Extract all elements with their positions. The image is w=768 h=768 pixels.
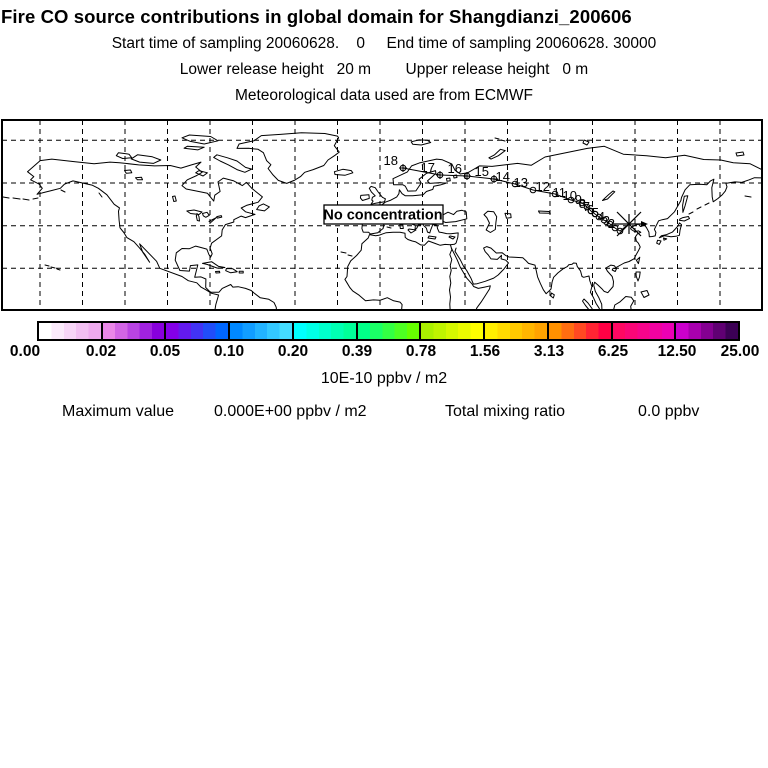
svg-text:13: 13	[514, 175, 528, 190]
max-value-label: Maximum value	[62, 403, 175, 420]
trajectory-marker	[587, 207, 595, 215]
map-frame	[1, 119, 763, 311]
figure-title: Fire CO source contributions in global d…	[1, 6, 632, 27]
coastline-arctic-islands	[115, 134, 270, 212]
svg-text:15: 15	[475, 164, 489, 179]
colorbar-segment	[291, 323, 356, 339]
colorbar-tick: 0.39	[341, 343, 373, 360]
svg-text:6: 6	[587, 202, 594, 217]
svg-text:17: 17	[421, 160, 435, 175]
coastline-americas	[27, 158, 278, 311]
coastline-asia	[450, 176, 763, 311]
world-map: 2 3 4 5 6 7 8 9 10 11 12 13 14 15 16 17 …	[1, 119, 763, 311]
receptor-star-icon	[612, 211, 648, 237]
svg-text:4: 4	[598, 209, 605, 224]
trajectory-marker	[551, 190, 559, 198]
svg-text:8: 8	[579, 196, 586, 211]
trajectory-marker	[529, 186, 537, 194]
coastline-greenland	[236, 132, 340, 184]
trajectory-marker	[583, 203, 591, 211]
colorbar-tick: 0.10	[213, 343, 245, 360]
colorbar-segment	[674, 323, 739, 339]
colorbar-tick: 0.00	[9, 343, 41, 360]
coastline-east-asia-islands	[611, 195, 690, 298]
colorbar-segment	[546, 323, 611, 339]
no-concentration-label: No concentration	[323, 208, 442, 224]
colorbar-segment	[228, 323, 292, 339]
trajectory-labels: 2 3 4 5 6 7 8 9 10 11 12 13 14 15 16 17 …	[384, 153, 615, 231]
coastline-europe-africa	[344, 145, 763, 311]
met-data-line: Meteorological data used are from ECMWF	[234, 87, 534, 104]
svg-text:10: 10	[563, 188, 577, 203]
svg-text:3: 3	[603, 213, 610, 228]
colorbar-tick: 0.02	[85, 343, 117, 360]
mixing-ratio-label: Total mixing ratio	[445, 403, 566, 420]
mixing-ratio-value: 0.0 ppbv	[638, 403, 700, 420]
no-concentration-annotation: No concentration	[323, 204, 444, 225]
svg-text:2: 2	[608, 216, 615, 231]
coastline-small-islands	[2, 137, 752, 271]
colorbar-tick: 12.50	[657, 343, 697, 360]
svg-text:16: 16	[448, 161, 462, 176]
lakes-and-seas	[124, 169, 616, 233]
colorbar-segment	[419, 323, 484, 339]
trajectory-marker	[567, 196, 575, 204]
svg-text:5: 5	[592, 205, 599, 220]
colorbar	[37, 321, 740, 341]
trajectory-cross-marks	[399, 164, 498, 183]
colorbar-tick: 0.20	[277, 343, 309, 360]
sampling-time-line: Start time of sampling 20060628. 0 End t…	[111, 35, 657, 52]
colorbar-tick: 0.78	[405, 343, 437, 360]
trajectory-marker	[600, 216, 608, 224]
colorbar-unit: 10E-10 ppbv / m2	[320, 370, 448, 387]
svg-text:7: 7	[583, 199, 590, 214]
svg-text:12: 12	[536, 179, 550, 194]
coastline-atlantic-islands	[333, 139, 506, 205]
colorbar-segment	[39, 323, 101, 339]
trajectory-marker	[511, 180, 519, 188]
colorbar-segment	[164, 323, 229, 339]
colorbar-tick: 25.00	[720, 343, 760, 360]
colorbar-tick: 6.25	[597, 343, 629, 360]
svg-text:11: 11	[553, 185, 567, 200]
trajectory-marker	[578, 199, 586, 207]
coastline-caribbean	[202, 261, 244, 274]
colorbar-tick: 0.05	[149, 343, 181, 360]
svg-text:9: 9	[575, 192, 582, 207]
colorbar-segment	[483, 323, 547, 339]
svg-text:14: 14	[496, 169, 510, 184]
colorbar-tick: 3.13	[533, 343, 565, 360]
svg-text:18: 18	[384, 153, 398, 168]
release-height-line: Lower release height 20 m Upper release …	[179, 61, 589, 78]
colorbar-tick: 1.56	[469, 343, 501, 360]
max-value: 0.000E+00 ppbv / m2	[214, 403, 367, 420]
trajectory-marker	[611, 224, 619, 232]
colorbar-segment	[355, 323, 420, 339]
colorbar-segment	[100, 323, 165, 339]
nile-river	[449, 244, 453, 311]
coastline-indonesia	[550, 292, 635, 311]
colorbar-segment	[610, 323, 675, 339]
